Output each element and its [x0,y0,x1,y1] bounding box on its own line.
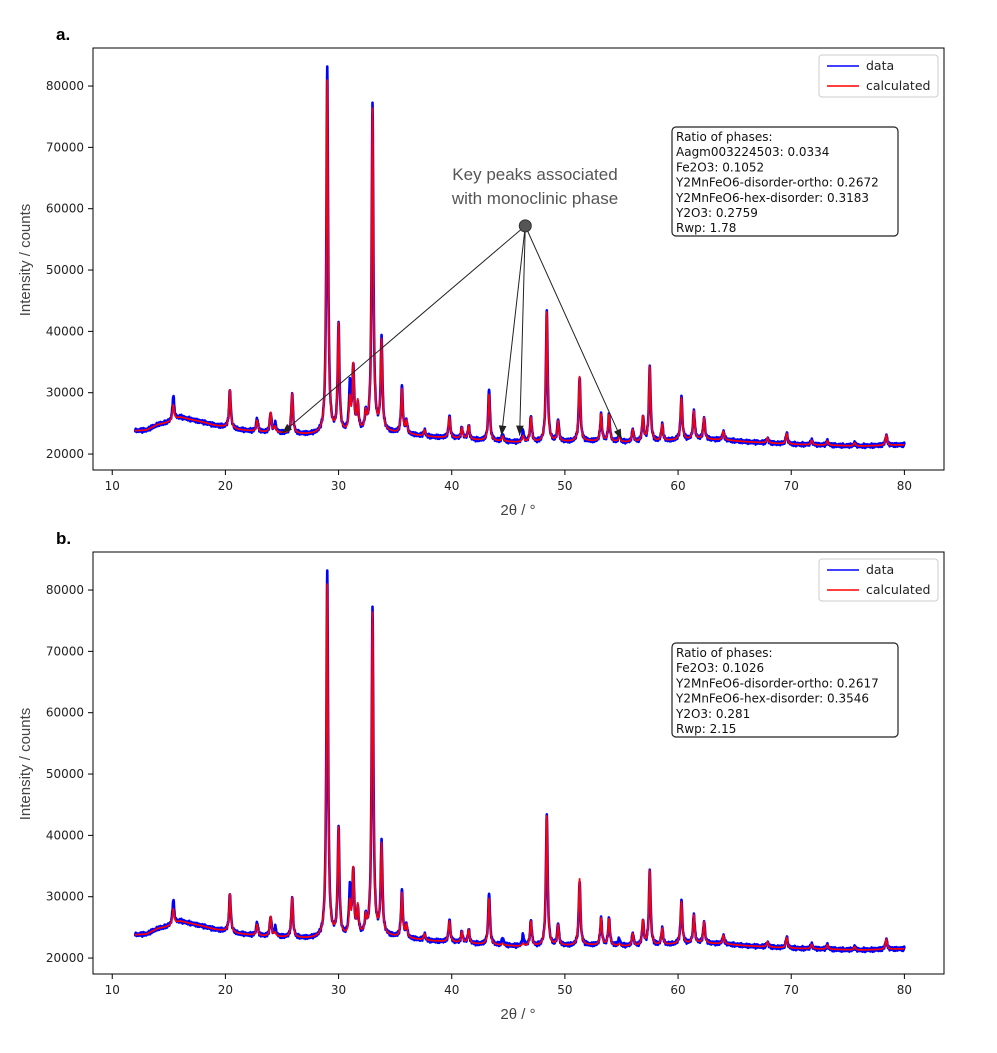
phase-ratio-frame [671,642,899,738]
phase-ratio-line: Y2MnFeO6-hex-disorder: 0.3183 [675,191,869,205]
annotation-line-2: with monoclinic phase [451,189,618,208]
calculated-series [134,583,906,951]
y-axis-label: Intensity / counts [17,708,34,821]
annotation-origin-dot [518,219,532,233]
y-tick-label: 80000 [46,79,84,93]
x-tick-label: 80 [897,983,912,997]
phase-ratio-line: Aagm003224503: 0.0334 [676,145,829,159]
annotation-arrow [524,225,622,440]
x-tick-label: 30 [331,983,346,997]
phase-ratio-line: Ratio of phases: [676,130,773,144]
x-tick-label: 10 [105,479,120,493]
annotation-line-1: Key peaks associated [452,165,617,184]
x-tick-label: 50 [557,983,572,997]
y-tick-label: 60000 [46,706,84,720]
annotation-arrowhead [516,425,524,436]
x-tick-label: 40 [444,479,459,493]
data-series [133,65,906,450]
x-axis-label: 2θ / ° [500,1006,535,1023]
y-tick-label: 30000 [46,386,84,400]
x-tick-label: 70 [784,479,799,493]
annotation-arrow [281,225,526,434]
annotation-arrowhead [498,425,507,436]
y-tick-label: 70000 [46,140,84,154]
phase-ratio-box: Ratio of phases:Fe2O3: 0.1026Y2MnFeO6-di… [671,642,899,738]
x-tick-label: 80 [897,479,912,493]
phase-ratio-frame [671,126,899,237]
x-tick-label: 50 [557,479,572,493]
phase-ratio-line: Rwp: 1.78 [676,221,736,235]
phase-ratio-line: Fe2O3: 0.1026 [676,661,764,675]
panel-b: b. 10 20 30 40 50 60 70 80 20000 30000 40000 50000 6… [17,529,945,1023]
x-tick-label: 70 [784,983,799,997]
phase-ratio-line: Ratio of phases: [676,646,773,660]
x-axis-label: 2θ / ° [500,502,535,519]
phase-ratio-line: Y2MnFeO6-disorder-ortho: 0.2617 [675,676,879,690]
x-tick-label: 10 [105,983,120,997]
calculated-series [134,79,906,447]
plot-frame [92,47,945,471]
legend-label-data: data [866,58,894,73]
legend-label-calculated: calculated [866,78,930,93]
x-tick-label: 20 [218,479,233,493]
plot-frame [92,551,945,975]
y-tick-label: 50000 [46,263,84,277]
phase-ratio-line: Rwp: 2.15 [676,722,736,736]
y-tick-label: 20000 [46,447,84,461]
legend: data calculated [818,54,939,98]
panel-label: a. [56,25,70,44]
y-tick-label: 70000 [46,644,84,658]
x-tick-label: 20 [218,983,233,997]
y-tick-label: 20000 [46,951,84,965]
phase-ratio-line: Fe2O3: 0.1052 [676,160,764,174]
x-tick-label: 30 [331,479,346,493]
annotation-arrow [519,225,526,436]
y-tick-label: 40000 [46,324,84,338]
panel-label: b. [56,529,71,548]
annotation-arrow [501,225,526,436]
legend-label-calculated: calculated [866,582,930,597]
annotation-arrowhead [281,423,293,434]
monoclinic-annotation: Key peaks associated with monoclinic pha… [281,165,622,440]
x-tick-label: 60 [670,983,685,997]
legend-label-data: data [866,562,894,577]
y-axis-label: Intensity / counts [17,204,34,317]
annotation-arrowhead [613,428,622,440]
phase-ratio-line: Y2O3: 0.281 [675,707,750,721]
phase-ratio-box: Ratio of phases:Aagm003224503: 0.0334Fe2… [671,126,899,237]
y-tick-label: 30000 [46,890,84,904]
y-tick-label: 80000 [46,583,84,597]
data-series [133,569,906,954]
phase-ratio-line: Y2MnFeO6-hex-disorder: 0.3546 [675,692,869,706]
phase-ratio-line: Y2O3: 0.2759 [675,206,758,220]
x-tick-label: 60 [670,479,685,493]
y-tick-label: 50000 [46,767,84,781]
y-tick-label: 40000 [46,828,84,842]
x-tick-label: 40 [444,983,459,997]
panel-a: a. 10 20 30 40 50 60 70 80 20000 30000 40000 50000 6… [17,25,945,519]
legend: data calculated [818,558,939,602]
phase-ratio-line: Y2MnFeO6-disorder-ortho: 0.2672 [675,176,879,190]
y-tick-label: 60000 [46,202,84,216]
